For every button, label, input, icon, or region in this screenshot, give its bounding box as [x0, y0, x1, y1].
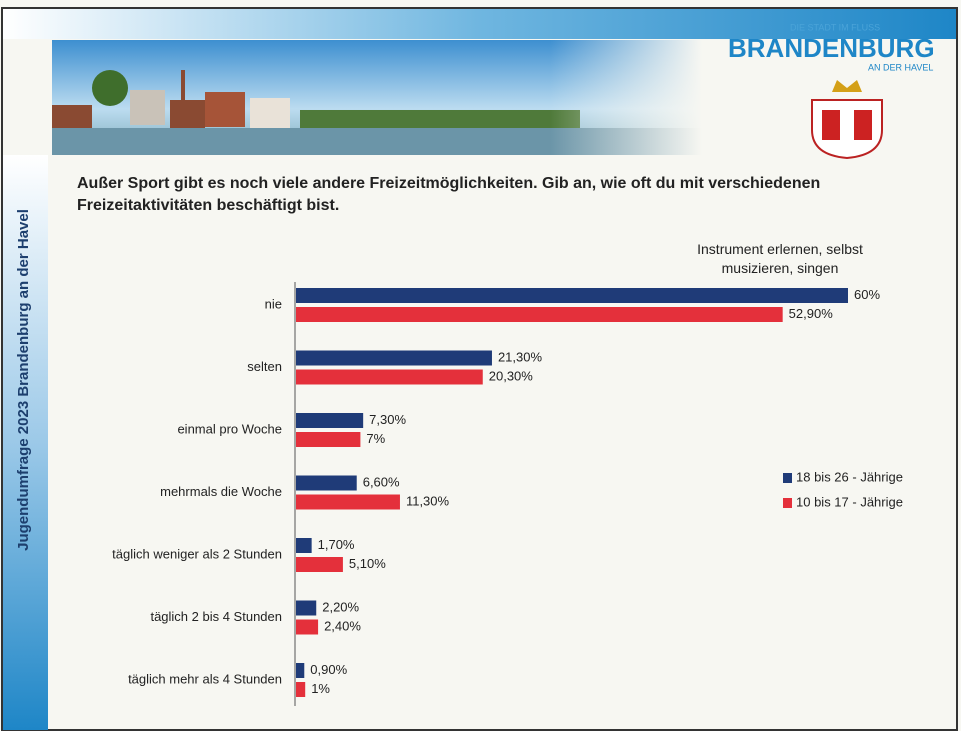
- bar: [296, 288, 848, 303]
- category-label: nie: [265, 296, 282, 311]
- value-label: 5,10%: [349, 556, 386, 571]
- coat-of-arms: [811, 80, 883, 160]
- logo-tagline: DIE STADT IM FLUSS: [790, 22, 880, 32]
- category-label: täglich 2 bis 4 Stunden: [150, 609, 282, 624]
- bar: [296, 413, 364, 428]
- value-label: 1,70%: [318, 537, 355, 552]
- logo-name: BRANDENBURG: [728, 33, 935, 63]
- category-label: selten: [247, 359, 282, 374]
- value-label: 1%: [311, 681, 330, 696]
- bar: [296, 350, 492, 366]
- bar: [296, 432, 361, 447]
- value-label: 21,30%: [498, 349, 543, 364]
- frame: [1, 7, 958, 731]
- side-band: [3, 155, 48, 730]
- category-label: mehrmals die Woche: [160, 484, 282, 499]
- bar: [296, 663, 305, 678]
- bar: [296, 475, 357, 491]
- legend-label: 18 bis 26 - Jährige: [796, 469, 903, 484]
- value-label: 11,30%: [406, 493, 450, 508]
- category-label: einmal pro Woche: [177, 421, 282, 436]
- bar: [296, 619, 319, 635]
- value-label: 52,90%: [789, 306, 834, 321]
- bar: [296, 494, 400, 510]
- value-label: 20,30%: [489, 368, 534, 383]
- side-text: Jugendumfrage 2023 Brandenburg an der Ha…: [15, 209, 32, 551]
- value-label: 2,20%: [322, 599, 359, 614]
- skyline: [52, 70, 702, 155]
- value-label: 7,30%: [369, 412, 406, 427]
- category-label: täglich weniger als 2 Stunden: [112, 546, 282, 561]
- bar: [296, 600, 317, 616]
- legend-label: 10 bis 17 - Jährige: [796, 494, 903, 509]
- legend-swatch: [783, 498, 792, 508]
- legend-swatch: [783, 473, 792, 483]
- bar: [296, 557, 343, 572]
- bar: [296, 682, 306, 697]
- chart-title: Außer Sport gibt es noch viele andere Fr…: [77, 175, 821, 214]
- top-band: [3, 9, 956, 39]
- value-label: 2,40%: [324, 618, 361, 633]
- photo-fade: [550, 40, 702, 155]
- logo-sub: AN DER HAVEL: [868, 62, 933, 72]
- category-label: täglich mehr als 4 Stunden: [128, 671, 282, 686]
- bar: [296, 369, 483, 385]
- value-label: 60%: [854, 287, 880, 302]
- bar: [296, 307, 783, 322]
- chart-subtitle: Instrument erlernen, selbst musizieren, …: [697, 241, 863, 276]
- value-label: 7%: [366, 431, 385, 446]
- value-label: 6,60%: [363, 474, 400, 489]
- value-label: 0,90%: [310, 662, 347, 677]
- bar: [296, 538, 312, 553]
